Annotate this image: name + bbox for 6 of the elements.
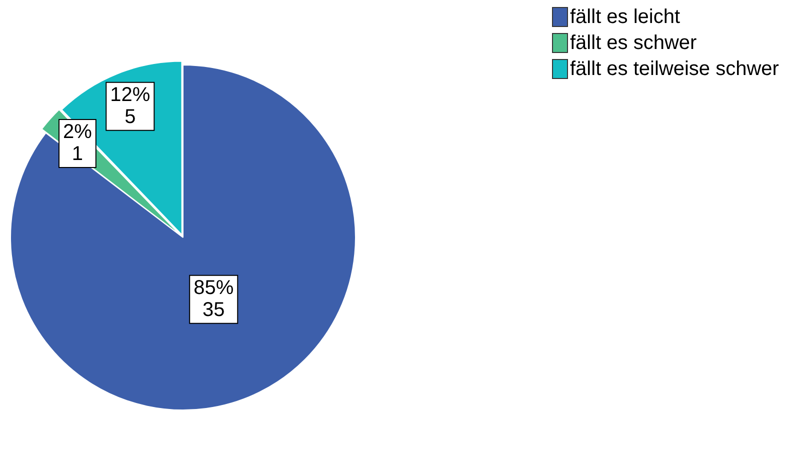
data-label: 12% 5 xyxy=(110,84,150,128)
legend-label: fällt es leicht xyxy=(570,6,680,28)
data-label: 2% 1 xyxy=(63,120,92,165)
legend-label: fällt es teilweise schwer xyxy=(570,58,779,80)
data-label: 85% 35 xyxy=(194,276,234,321)
legend-label: fällt es schwer xyxy=(570,32,697,54)
